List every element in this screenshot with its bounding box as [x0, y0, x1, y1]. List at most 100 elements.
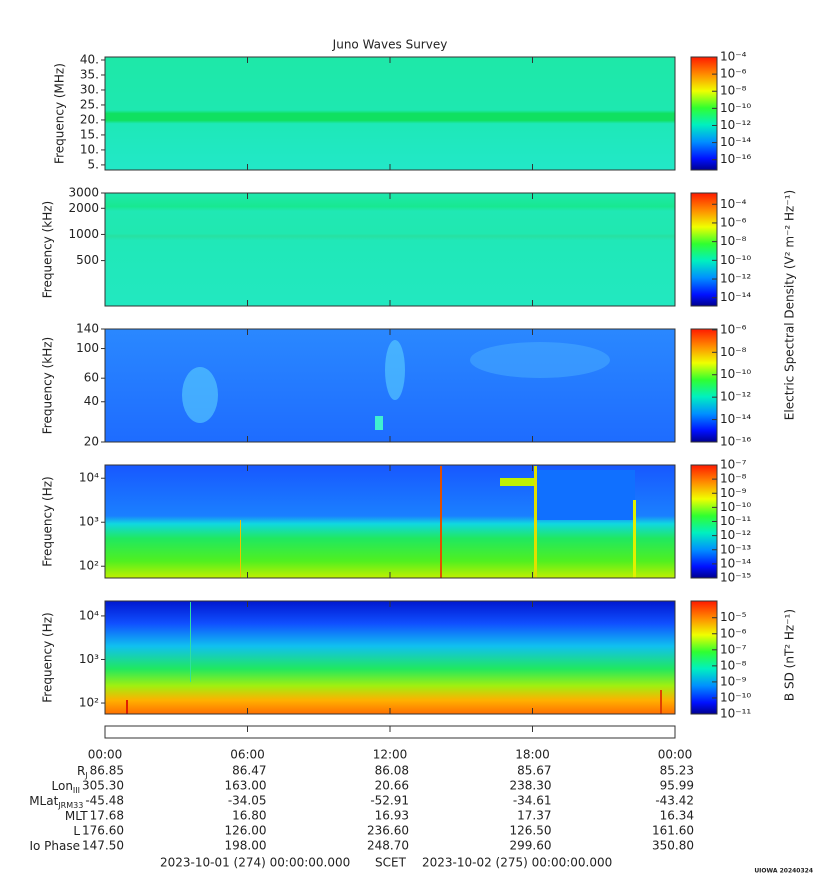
y-axis-label: Frequency (Hz) [41, 612, 55, 703]
colorbar-tick-label: 10⁻¹¹ [720, 514, 751, 528]
ephemeris-value: 85.67 [517, 764, 551, 778]
colorbar-tick-label: 10⁻¹⁴ [720, 290, 751, 304]
y-tick-label: 25. [80, 97, 99, 111]
y-tick-label: 30. [80, 82, 99, 96]
y-tick-label: 35. [80, 67, 99, 81]
y-axis-label: Frequency (MHz) [53, 63, 67, 164]
ephemeris-value: 86.47 [232, 764, 266, 778]
spectrogram [105, 57, 675, 170]
colorbar-tick-label: 10⁻⁷ [720, 642, 747, 656]
ephemeris-label: Io Phase [29, 839, 80, 853]
x-tick-label: 12:00 [373, 748, 408, 762]
ephemeris-value: 161.60 [652, 824, 694, 838]
y-tick-label: 20 [84, 435, 99, 449]
panel-5-features [126, 602, 662, 714]
colorbar-label: B SD (nT² Hz⁻¹) [783, 609, 797, 701]
colorbar-tick-label: 10⁻¹⁴ [720, 135, 751, 149]
colorbar-tick-label: 10⁻⁸ [720, 234, 747, 248]
colorbar-label: Electric Spectral Density (V² m⁻² Hz⁻¹) [783, 190, 797, 420]
footer-stamp: UIOWA 20240324 [754, 868, 813, 875]
y-tick-label: 10⁴ [79, 608, 99, 622]
ephemeris-value: 86.85 [90, 764, 124, 778]
y-tick-label: 15. [80, 127, 99, 141]
colorbar-tick-label: 10⁻⁷ [720, 458, 747, 472]
y-tick-label: 60 [84, 371, 99, 385]
ephemeris-value: 16.93 [375, 809, 409, 823]
ephemeris-label-text: Io Phase [29, 839, 80, 853]
ephemeris-value: 147.50 [82, 839, 124, 853]
ephemeris-value: -34.61 [513, 794, 552, 808]
ephemeris-value: -45.48 [85, 794, 124, 808]
y-axis-label: Frequency (kHz) [41, 201, 55, 298]
ephemeris-value: 126.50 [510, 824, 552, 838]
colorbar-tick-label: 10⁻¹¹ [720, 707, 751, 721]
ephemeris-value: -34.05 [228, 794, 267, 808]
x-tick-label: 18:00 [515, 748, 550, 762]
y-tick-label: 40 [84, 394, 99, 408]
spectrogram [105, 601, 675, 714]
colorbar-tick-label: 10⁻⁶ [720, 626, 747, 640]
colorbar [690, 600, 718, 715]
colorbar-tick-label: 10⁻¹⁰ [720, 500, 751, 514]
ephemeris-value: 176.60 [82, 824, 124, 838]
ephemeris-value: -52.91 [370, 794, 409, 808]
colorbar-tick-label: 10⁻¹² [720, 528, 751, 542]
ephemeris-label: MLT [65, 809, 88, 823]
colorbar-tick-label: 10⁻⁶ [720, 215, 747, 229]
colorbar-tick-label: 10⁻¹⁶ [720, 152, 751, 166]
colorbar-tick-label: 10⁻⁸ [720, 658, 747, 672]
ephemeris-value: -43.42 [655, 794, 694, 808]
ephemeris-value: 299.60 [510, 839, 552, 853]
ephemeris-value: 85.23 [660, 764, 694, 778]
y-tick-label: 40. [80, 52, 99, 66]
colorbar [690, 464, 718, 579]
colorbar [690, 56, 718, 171]
ephemeris-value: 163.00 [225, 779, 267, 793]
colorbar-tick-label: 10⁻⁹ [720, 674, 747, 688]
colorbar-tick-label: 10⁻¹³ [720, 542, 751, 556]
colorbar-tick-label: 10⁻¹² [720, 118, 751, 132]
colorbar-tick-label: 10⁻¹⁰ [720, 690, 751, 704]
x-tick-label: 00:00 [88, 748, 123, 762]
colorbar-tick-label: 10⁻⁶ [720, 322, 747, 336]
colorbar-tick-label: 10⁻⁴ [720, 50, 747, 64]
colorbar-tick-label: 10⁻⁹ [720, 486, 747, 500]
colorbar-tick-label: 10⁻⁴ [720, 197, 747, 211]
ephemeris-label-text: MLT [65, 809, 88, 823]
y-tick-label: 10³ [79, 652, 99, 666]
y-axis-label: Frequency (kHz) [41, 337, 55, 434]
ephemeris-value: 17.68 [90, 809, 124, 823]
ephemeris-label-text: L [73, 824, 80, 838]
ephemeris-value: 17.37 [517, 809, 551, 823]
y-tick-label: 140 [76, 322, 99, 336]
panel-4-features [240, 466, 636, 578]
y-tick-label: 1000 [68, 227, 99, 241]
y-tick-label: 2000 [68, 201, 99, 215]
ephemeris-value: 95.99 [660, 779, 694, 793]
ephemeris-value: 305.30 [82, 779, 124, 793]
colorbar-tick-label: 10⁻¹⁴ [720, 556, 751, 570]
colorbar-tick-label: 10⁻¹² [720, 272, 751, 286]
colorbar-tick-label: 10⁻¹⁰ [720, 367, 751, 381]
footer-start: 2023-10-01 (274) 00:00:00.000 [160, 856, 350, 870]
ephemeris-label-sub: III [73, 786, 80, 795]
y-tick-label: 10² [79, 559, 99, 573]
y-tick-label: 10² [79, 696, 99, 710]
chart-title: Juno Waves Survey [332, 38, 448, 52]
y-axis-label: Frequency (Hz) [41, 476, 55, 567]
y-tick-label: 500 [76, 253, 99, 267]
panel-3-features [182, 340, 610, 430]
colorbar-tick-label: 10⁻¹⁵ [720, 571, 751, 585]
y-tick-label: 100 [76, 341, 99, 355]
ephemeris-value: 86.08 [375, 764, 409, 778]
y-tick-label: 10. [80, 142, 99, 156]
y-tick-label: 5. [88, 157, 99, 171]
colorbar [690, 328, 718, 443]
colorbar-tick-label: 10⁻¹⁶ [720, 435, 751, 449]
ephemeris-value: 236.60 [367, 824, 409, 838]
ephemeris-label-text: MLat [29, 794, 58, 808]
ephemeris-label: L [73, 824, 80, 838]
colorbar [690, 192, 718, 307]
ephemeris-value: 238.30 [510, 779, 552, 793]
